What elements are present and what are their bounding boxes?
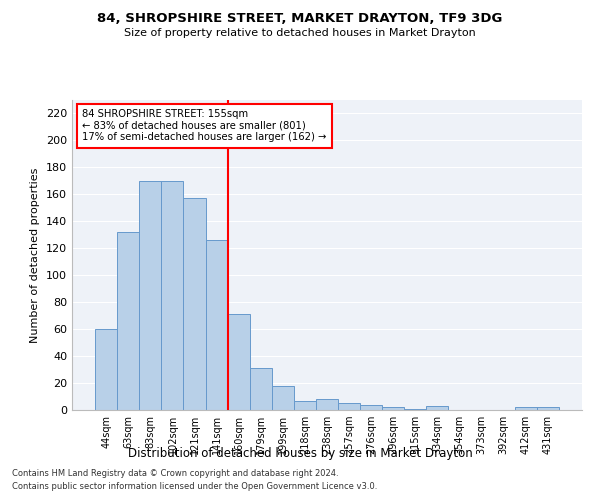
Bar [427, 406, 448, 410]
Text: Distribution of detached houses by size in Market Drayton: Distribution of detached houses by size … [128, 448, 472, 460]
Bar [161, 181, 184, 410]
Bar [382, 408, 404, 410]
Bar [294, 400, 316, 410]
Text: 84, SHROPSHIRE STREET, MARKET DRAYTON, TF9 3DG: 84, SHROPSHIRE STREET, MARKET DRAYTON, T… [97, 12, 503, 26]
Bar [227, 314, 250, 410]
Bar [515, 408, 537, 410]
Text: Contains public sector information licensed under the Open Government Licence v3: Contains public sector information licen… [12, 482, 377, 491]
Bar [95, 329, 117, 410]
Bar [360, 404, 382, 410]
Text: Contains HM Land Registry data © Crown copyright and database right 2024.: Contains HM Land Registry data © Crown c… [12, 468, 338, 477]
Bar [250, 368, 272, 410]
Bar [117, 232, 139, 410]
Text: Size of property relative to detached houses in Market Drayton: Size of property relative to detached ho… [124, 28, 476, 38]
Bar [338, 404, 360, 410]
Y-axis label: Number of detached properties: Number of detached properties [31, 168, 40, 342]
Bar [404, 408, 427, 410]
Text: 84 SHROPSHIRE STREET: 155sqm
← 83% of detached houses are smaller (801)
17% of s: 84 SHROPSHIRE STREET: 155sqm ← 83% of de… [82, 110, 326, 142]
Bar [537, 408, 559, 410]
Bar [316, 399, 338, 410]
Bar [184, 198, 206, 410]
Bar [139, 181, 161, 410]
Bar [206, 240, 227, 410]
Bar [272, 386, 294, 410]
